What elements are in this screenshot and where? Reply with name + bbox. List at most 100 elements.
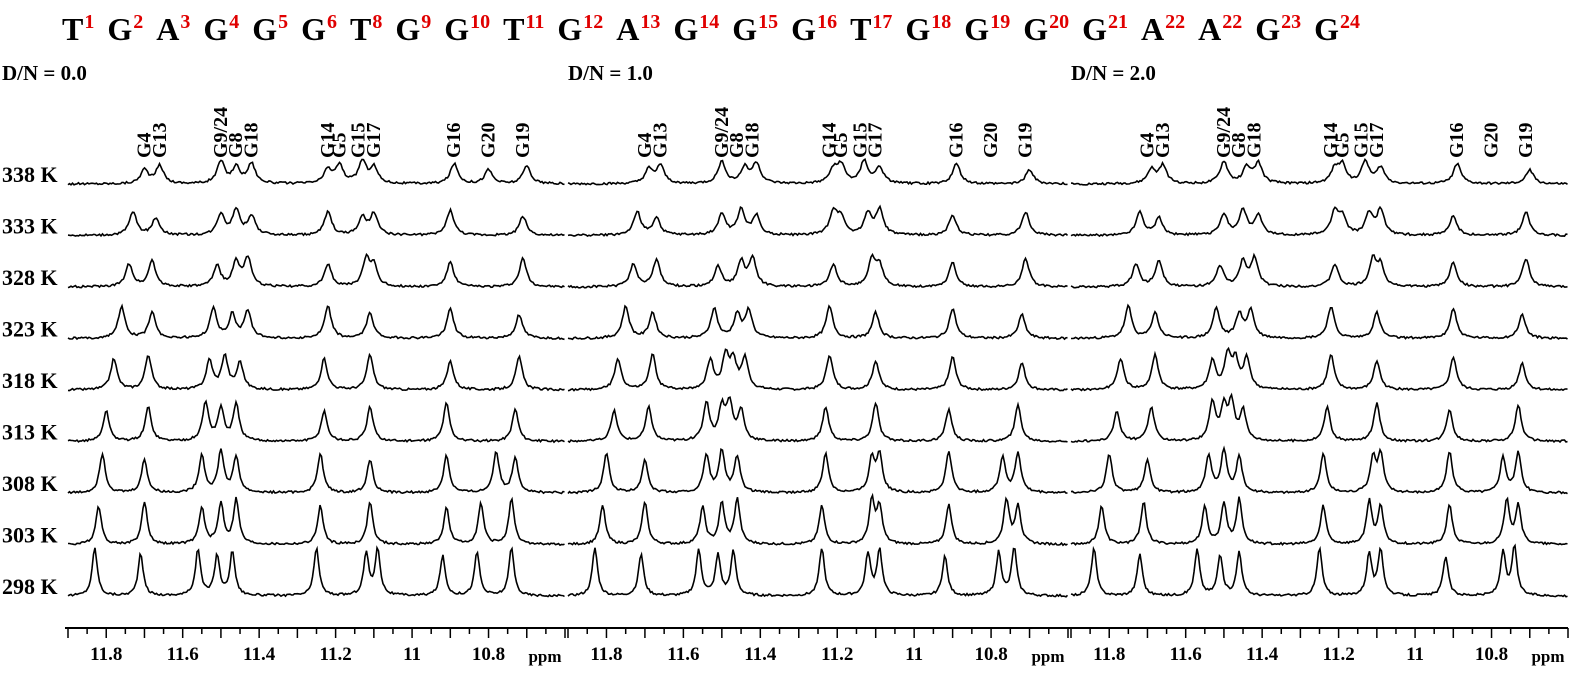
sequence-residue: G21 xyxy=(1082,2,1128,49)
x-tick-label: 11.2 xyxy=(320,644,352,665)
sequence-residue: G2 xyxy=(107,2,143,49)
x-tick-label: 11.2 xyxy=(1323,644,1355,665)
panel-title: D/N = 2.0 xyxy=(1071,61,1156,85)
peak-label: G9/24 xyxy=(1213,107,1235,158)
residue-number: 24 xyxy=(1339,11,1360,33)
sequence-residue: G20 xyxy=(1023,2,1069,49)
temperature-label: 308 K xyxy=(2,471,58,496)
x-tick-label: 11 xyxy=(403,644,421,665)
peak-label: G4 xyxy=(1137,132,1159,158)
residue-base: A xyxy=(616,11,640,47)
sequence-residue: G19 xyxy=(964,2,1010,49)
peak-label: G13 xyxy=(649,122,671,158)
residue-base: G xyxy=(252,11,278,47)
x-tick-label: 10.8 xyxy=(1475,644,1508,665)
x-axis-unit: ppm xyxy=(528,647,561,666)
sequence-residue: A13 xyxy=(616,2,660,49)
residue-number: 22 xyxy=(1165,11,1186,33)
residue-base: G xyxy=(732,11,758,47)
sequence-residue: T11 xyxy=(503,2,544,49)
spectrum-trace xyxy=(67,158,565,186)
residue-number: 15 xyxy=(758,11,779,33)
x-tick-label: 11 xyxy=(905,644,923,665)
residue-base: A xyxy=(1140,11,1165,47)
x-tick-label: 11.6 xyxy=(667,644,699,665)
spectrum-trace xyxy=(567,204,1069,238)
peak-label: G15 xyxy=(849,122,871,158)
residue-base: G xyxy=(444,11,470,47)
residue-base: A xyxy=(1198,11,1222,47)
spectrum-trace xyxy=(67,399,565,444)
residue-number: 9 xyxy=(421,11,432,33)
peak-label: G8 xyxy=(726,132,748,158)
residue-base: T xyxy=(350,11,372,47)
sequence-residue: G16 xyxy=(791,2,837,49)
peak-label: G13 xyxy=(149,122,171,158)
sequence-residue: G10 xyxy=(444,2,490,49)
sequence-residue: T1 xyxy=(62,2,94,49)
residue-base: G xyxy=(557,11,583,47)
spectrum-trace xyxy=(67,206,565,238)
sequence-residue: A3 xyxy=(156,2,190,49)
residue-number: 21 xyxy=(1107,11,1128,33)
x-axis-unit: ppm xyxy=(1531,647,1564,666)
temperature-label: 303 K xyxy=(2,523,58,548)
residue-number: 12 xyxy=(583,11,604,33)
spectrum-trace xyxy=(1071,303,1568,341)
spectrum-trace xyxy=(1070,445,1568,495)
residue-number: 5 xyxy=(278,11,289,33)
peak-label: G18 xyxy=(742,122,764,158)
x-tick-label: 10.8 xyxy=(472,644,505,665)
sequence-residue: T8 xyxy=(350,2,382,49)
peak-label: G17 xyxy=(1366,122,1388,158)
residue-number: 14 xyxy=(699,11,720,33)
peak-label: G15 xyxy=(348,122,370,158)
temperature-label: 338 K xyxy=(2,162,58,187)
sequence-residue: A22 xyxy=(1198,2,1242,49)
spectrum-trace xyxy=(1070,392,1568,444)
spectrum-trace xyxy=(1070,205,1568,238)
peak-label: G20 xyxy=(980,122,1002,158)
temperature-label: 318 K xyxy=(2,368,58,393)
peak-label: G4 xyxy=(134,132,156,158)
residue-number: 22 xyxy=(1222,11,1243,33)
temperature-label: 333 K xyxy=(2,214,58,239)
spectrum-trace xyxy=(567,492,1068,547)
residue-base: G xyxy=(1255,11,1281,47)
peak-label: G14 xyxy=(317,122,339,158)
x-tick-label: 11.8 xyxy=(1093,644,1125,665)
residue-base: G xyxy=(1082,11,1107,47)
x-tick-label: 11.8 xyxy=(590,644,622,665)
sequence-residue: G18 xyxy=(905,2,951,49)
peak-label: G9/24 xyxy=(210,107,232,158)
x-tick-label: 11.8 xyxy=(90,644,122,665)
residue-number: 4 xyxy=(229,11,240,33)
residue-base: G xyxy=(673,11,699,47)
residue-base: G xyxy=(791,11,817,47)
residue-base: G xyxy=(395,11,421,47)
residue-base: T xyxy=(62,11,84,47)
residue-base: G xyxy=(203,11,229,47)
temperature-label: 313 K xyxy=(2,420,58,445)
peak-label: G20 xyxy=(478,122,500,158)
x-axis-unit: ppm xyxy=(1031,647,1064,666)
residue-base: G xyxy=(964,11,990,47)
peak-label: G5 xyxy=(830,132,852,158)
residue-number: 20 xyxy=(1049,11,1070,33)
sequence-residue: G14 xyxy=(673,2,719,49)
spectrum-trace xyxy=(1070,346,1568,392)
peak-label: G18 xyxy=(1244,122,1266,158)
peak-label: G5 xyxy=(328,132,350,158)
sequence-residue: G23 xyxy=(1255,2,1301,49)
peak-label: G16 xyxy=(946,122,968,158)
peak-label: G19 xyxy=(512,122,534,158)
x-tick-label: 11.4 xyxy=(744,644,777,665)
panel-title: D/N = 0.0 xyxy=(2,61,87,85)
sequence-residue: G15 xyxy=(732,2,778,49)
spectrum-trace xyxy=(68,496,565,547)
peak-label: G5 xyxy=(1331,132,1353,158)
residue-base: G xyxy=(1023,11,1049,47)
temperature-label: 323 K xyxy=(2,317,58,342)
spectrum-trace xyxy=(1070,252,1568,289)
